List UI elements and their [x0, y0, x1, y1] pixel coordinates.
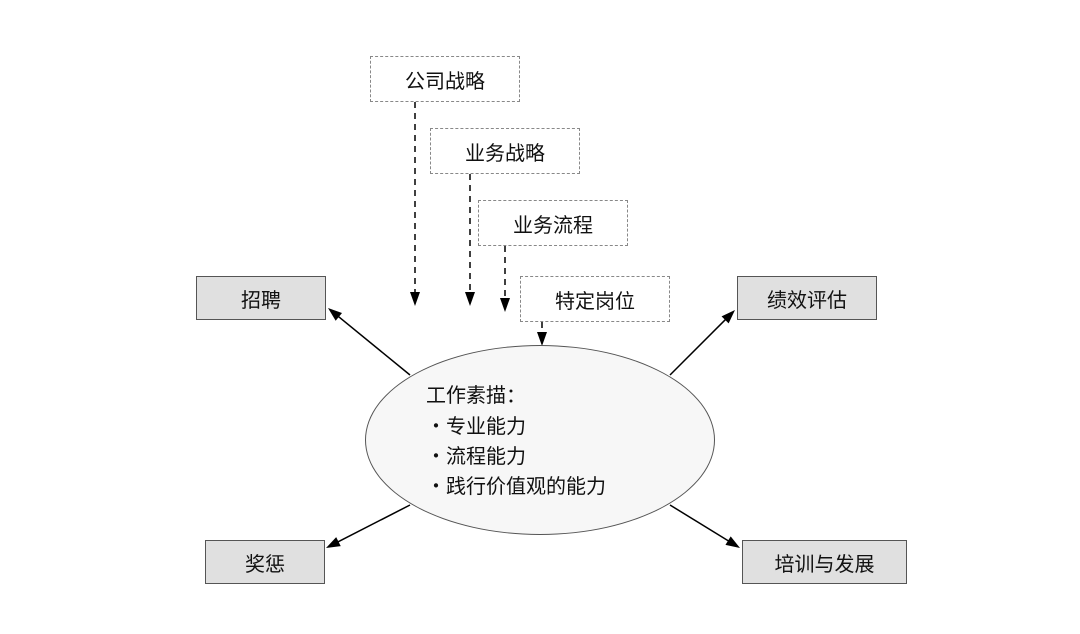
node-label: 奖惩	[245, 548, 285, 577]
edge-line	[335, 313, 410, 375]
bullet-icon: ・	[426, 446, 446, 468]
node-label: 业务流程	[513, 209, 593, 238]
arrowhead-icon	[410, 292, 420, 306]
center-item: ・践行价值观的能力	[426, 472, 606, 502]
node-b_perform: 绩效评估	[737, 276, 877, 320]
center-item-label: 践行价值观的能力	[446, 476, 606, 498]
node-n3: 业务流程	[478, 200, 628, 246]
diagram-canvas: 公司战略业务战略业务流程特定岗位招聘绩效评估奖惩培训与发展工作素描：・专业能力・…	[0, 0, 1080, 634]
node-b_train: 培训与发展	[742, 540, 907, 584]
center-item: ・流程能力	[426, 442, 606, 472]
bullet-icon: ・	[426, 416, 446, 438]
center-content: 工作素描：・专业能力・流程能力・践行价值观的能力	[426, 379, 606, 502]
arrowhead-icon	[725, 536, 740, 548]
node-label: 招聘	[241, 284, 281, 313]
node-n1: 公司战略	[370, 56, 520, 102]
node-n4: 特定岗位	[520, 276, 670, 322]
bullet-icon: ・	[426, 476, 446, 498]
node-b_recruit: 招聘	[196, 276, 326, 320]
node-n2: 业务战略	[430, 128, 580, 174]
center-item-label: 流程能力	[446, 446, 526, 468]
center-item: ・专业能力	[426, 412, 606, 442]
arrowhead-icon	[326, 537, 341, 548]
node-center: 工作素描：・专业能力・流程能力・践行价值观的能力	[365, 345, 715, 535]
arrowhead-icon	[537, 332, 547, 346]
arrowhead-icon	[722, 310, 735, 323]
edge-line	[670, 505, 733, 544]
arrowhead-icon	[500, 298, 510, 312]
node-label: 公司战略	[405, 65, 485, 94]
node-label: 绩效评估	[767, 284, 847, 313]
node-label: 培训与发展	[775, 548, 875, 577]
arrowhead-icon	[328, 308, 342, 321]
center-item-label: 专业能力	[446, 416, 526, 438]
node-label: 业务战略	[465, 137, 545, 166]
node-label: 特定岗位	[555, 285, 635, 314]
arrowhead-icon	[465, 292, 475, 306]
edge-line	[670, 316, 729, 375]
edge-line	[333, 505, 410, 544]
node-b_reward: 奖惩	[205, 540, 325, 584]
center-title: 工作素描：	[426, 379, 606, 408]
